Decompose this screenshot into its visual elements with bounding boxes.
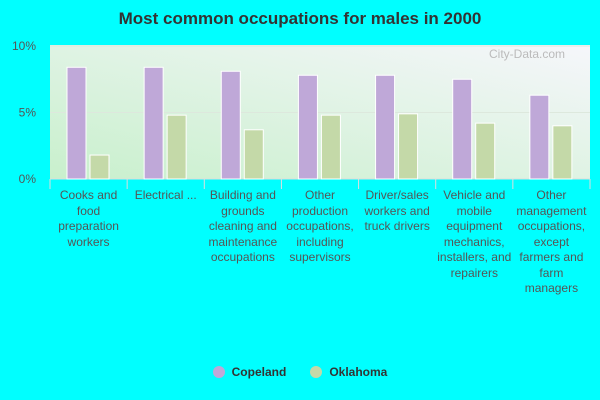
bar-copeland — [297, 74, 318, 180]
legend-item: Oklahoma — [310, 365, 387, 379]
bar-copeland — [220, 70, 241, 180]
bar-oklahoma — [320, 114, 341, 180]
bar-oklahoma — [89, 154, 110, 180]
legend: Copeland Oklahoma — [0, 365, 600, 381]
bar-copeland — [452, 78, 473, 180]
x-category-label: Electrical ... — [134, 188, 197, 202]
x-category-label: Cooks and food preparation workers — [58, 188, 119, 249]
bar-oklahoma — [398, 113, 419, 180]
legend-item: Copeland — [212, 365, 287, 379]
bar-copeland — [143, 66, 164, 180]
bar-oklahoma — [243, 129, 264, 180]
y-tick-label: 0% — [19, 172, 37, 186]
x-category-label: Driver/sales workers and truck drivers — [364, 188, 430, 233]
bar-oklahoma — [552, 125, 573, 180]
x-category-label: Other management occupations, except far… — [516, 188, 587, 295]
x-category-label: Building and grounds cleaning and mainte… — [208, 188, 278, 264]
x-category-label: Other production occupations, including … — [286, 188, 354, 264]
bar-copeland — [529, 94, 550, 180]
watermark: City-Data.com — [489, 47, 565, 61]
chart-title: Most common occupations for males in 200… — [118, 9, 482, 28]
legend-label: Copeland — [231, 365, 287, 379]
legend-label: Oklahoma — [329, 365, 388, 379]
legend-swatch — [212, 366, 225, 378]
bar-oklahoma — [166, 114, 187, 180]
bar-copeland — [375, 74, 396, 180]
y-tick-label: 10% — [12, 39, 36, 53]
x-category-label: Vehicle and mobile equipment mechanics, … — [437, 188, 512, 280]
bar-oklahoma — [475, 122, 496, 180]
legend-swatch — [310, 366, 323, 378]
bar-copeland — [66, 66, 87, 180]
y-tick-label: 5% — [19, 106, 37, 120]
